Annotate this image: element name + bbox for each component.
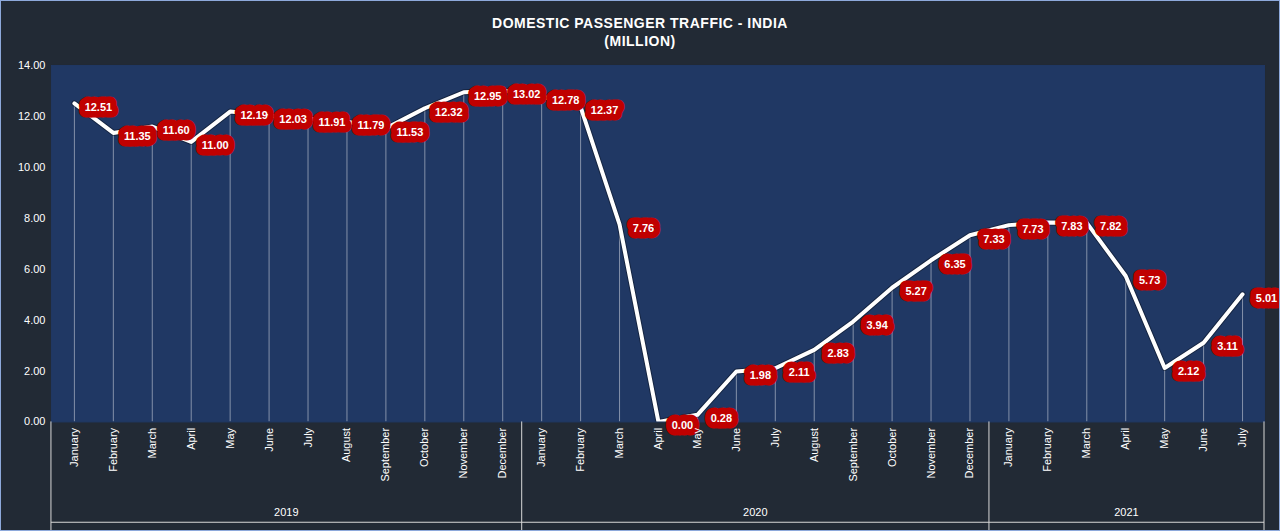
svg-text:November: November (457, 428, 469, 479)
svg-text:11.91: 11.91 (319, 116, 346, 128)
svg-text:11.60: 11.60 (163, 124, 190, 136)
svg-text:7.83: 7.83 (1061, 220, 1082, 232)
svg-text:June: June (1197, 428, 1209, 452)
svg-text:April: April (652, 428, 664, 450)
svg-text:April: April (185, 428, 197, 450)
svg-text:December: December (963, 428, 975, 479)
svg-text:May: May (224, 427, 236, 448)
svg-text:14.00: 14.00 (18, 60, 45, 71)
svg-text:January: January (1002, 427, 1014, 467)
svg-text:2.83: 2.83 (828, 347, 849, 359)
svg-text:March: March (146, 428, 158, 458)
svg-text:May: May (691, 427, 703, 448)
svg-text:2020: 2020 (743, 506, 767, 518)
svg-text:0.00: 0.00 (24, 415, 45, 427)
svg-text:July: July (302, 427, 314, 447)
svg-text:13.02: 13.02 (513, 88, 540, 100)
svg-text:July: July (1236, 427, 1248, 447)
svg-text:March: March (613, 428, 625, 458)
svg-text:August: August (808, 428, 820, 462)
svg-text:0.28: 0.28 (711, 412, 732, 424)
svg-text:February: February (107, 427, 119, 471)
svg-text:October: October (886, 428, 898, 467)
svg-text:12.19: 12.19 (240, 109, 267, 121)
svg-text:November: November (925, 428, 937, 479)
svg-text:February: February (574, 427, 586, 471)
svg-text:3.11: 3.11 (1217, 340, 1238, 352)
svg-text:7.82: 7.82 (1100, 220, 1121, 232)
svg-text:September: September (379, 428, 391, 482)
svg-text:February: February (1041, 427, 1053, 471)
svg-text:5.73: 5.73 (1139, 274, 1160, 286)
html-text:DOMESTIC PASSENGER TRAFFIC - I: DOMESTIC PASSENGER TRAFFIC - INDIA (492, 15, 788, 31)
svg-text:2019: 2019 (274, 506, 298, 518)
svg-text:11.53: 11.53 (396, 126, 423, 138)
svg-text:5.27: 5.27 (905, 285, 926, 297)
svg-text:7.76: 7.76 (633, 222, 654, 234)
svg-text:2.11: 2.11 (789, 366, 810, 378)
svg-text:June: June (263, 428, 275, 452)
svg-text:June: June (730, 428, 742, 452)
svg-text:11.35: 11.35 (124, 130, 151, 142)
svg-text:12.51: 12.51 (85, 101, 112, 113)
svg-text:6.35: 6.35 (944, 258, 965, 270)
svg-text:11.79: 11.79 (358, 119, 385, 131)
svg-text:January: January (535, 427, 547, 467)
svg-text:12.03: 12.03 (279, 113, 306, 125)
svg-text:7.33: 7.33 (983, 233, 1004, 245)
svg-text:7.73: 7.73 (1022, 223, 1043, 235)
svg-text:4.00: 4.00 (24, 314, 45, 326)
svg-text:January: January (68, 427, 80, 467)
svg-text:August: August (340, 428, 352, 462)
svg-text:5.01: 5.01 (1256, 292, 1277, 304)
svg-text:12.00: 12.00 (18, 110, 45, 122)
svg-text:0.00: 0.00 (672, 419, 693, 431)
svg-text:December: December (496, 428, 508, 479)
svg-text:8.00: 8.00 (24, 212, 45, 224)
svg-text:October: October (418, 428, 430, 467)
svg-text:2.12: 2.12 (1178, 365, 1199, 377)
svg-text:12.78: 12.78 (552, 94, 579, 106)
svg-text:12.95: 12.95 (474, 90, 501, 102)
svg-text:2021: 2021 (1114, 506, 1138, 518)
svg-text:2.00: 2.00 (24, 365, 45, 377)
svg-text:March: March (1080, 428, 1092, 458)
svg-text:12.32: 12.32 (435, 106, 462, 118)
svg-text:May: May (1158, 427, 1170, 448)
svg-text:July: July (769, 427, 781, 447)
svg-text:1.98: 1.98 (750, 369, 771, 381)
svg-text:3.94: 3.94 (866, 319, 888, 331)
svg-text:10.00: 10.00 (18, 161, 45, 173)
html-text:(MILLION): (MILLION) (604, 33, 676, 49)
svg-text:April: April (1119, 428, 1131, 450)
svg-text:6.00: 6.00 (24, 263, 45, 275)
svg-text:11.00: 11.00 (202, 139, 229, 151)
svg-text:12.37: 12.37 (591, 104, 618, 116)
svg-text:September: September (847, 428, 859, 482)
